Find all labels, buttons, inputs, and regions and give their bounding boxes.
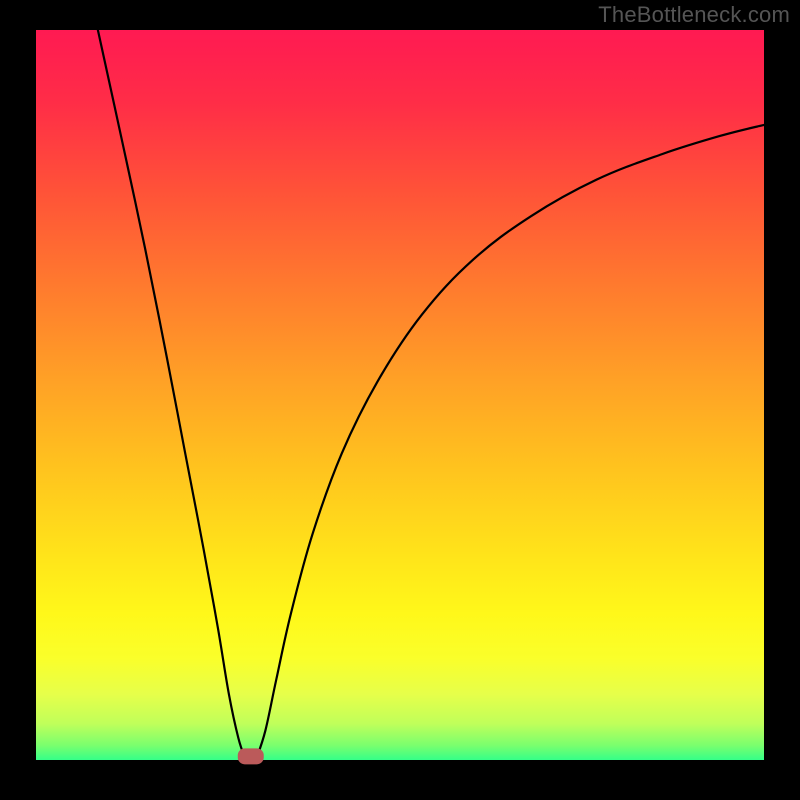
bottleneck-chart — [0, 0, 800, 800]
chart-container: TheBottleneck.com — [0, 0, 800, 800]
minimum-marker — [238, 748, 264, 764]
plot-area — [36, 30, 764, 760]
watermark-label: TheBottleneck.com — [598, 2, 790, 28]
